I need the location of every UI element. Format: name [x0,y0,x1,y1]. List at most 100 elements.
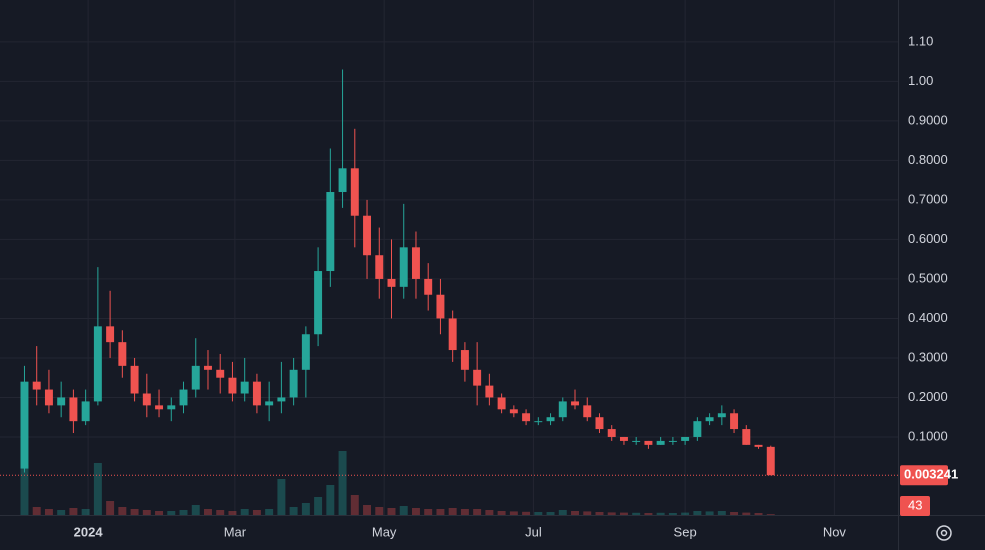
candle-body [142,393,151,406]
volume-bar [81,509,90,515]
volume-bar [301,503,310,515]
volume-bar [717,511,726,515]
volume-bar [142,510,151,515]
candle-body [179,389,188,406]
volume-bar [387,508,396,515]
candle-body [766,446,775,476]
volume-bar [69,508,78,515]
volume-bar [595,512,604,515]
candle-body [301,334,310,370]
volume-bar [44,509,53,515]
volume-bar [583,511,592,515]
volume-bar [57,510,66,515]
volume-bar [619,512,628,515]
y-tick-label: 0.8000 [908,152,948,167]
y-tick-label: 0.6000 [908,231,948,246]
candle-body [619,436,628,441]
candle-body [240,381,249,394]
x-tick-label: Jul [525,524,542,539]
volume-bar [546,512,555,515]
last-price-box [900,465,948,486]
volume-bar [314,497,323,515]
candle-body [228,377,237,394]
candle-body [717,413,726,418]
settings-icon[interactable] [936,525,952,541]
candle-body [534,421,543,423]
candle-body [509,409,518,414]
volume-bar [607,512,616,515]
candle-body [265,401,274,406]
y-tick-label: 0.2000 [908,389,948,404]
volume-bar [179,510,188,515]
volume-bar [644,513,653,515]
gear-outer [936,525,952,541]
volume-bar [130,509,139,515]
candle-body [607,429,616,437]
volume-bar [191,505,200,515]
volume-bar [656,512,665,515]
candle-body [289,369,298,398]
volume-bar [289,507,298,515]
volume-bar [265,509,274,515]
candle-body [106,326,115,343]
volume-bar [216,510,225,515]
candle-body [644,440,653,445]
volume-bar [20,465,29,515]
volume-bar [350,495,359,515]
plot [0,0,898,515]
volume-bar [766,514,775,515]
y-tick-label: 0.5000 [908,270,948,285]
candle-body [130,365,139,394]
y-tick-label: 0.3000 [908,349,948,364]
volume-bar [106,501,115,515]
volume-bar [668,513,677,515]
candle-body [57,397,66,406]
volume-bar [522,511,531,515]
candle-body [742,429,751,445]
candle-body [546,417,555,422]
last-volume-box [900,496,930,516]
volume-bar [705,511,714,515]
volume-bar [167,511,176,515]
candle-body [583,405,592,418]
volume-bar [571,511,579,515]
y-tick-label: 0.7000 [908,191,948,206]
volume-bar [509,511,518,515]
candle-body [497,397,506,410]
volume-bar [730,512,739,515]
candle-body [363,215,372,256]
x-tick-label: Mar [224,524,247,539]
candle-body [558,401,567,418]
volume-bar [399,506,408,515]
candle-body [167,405,176,410]
volume-bar [155,511,164,515]
y-tick-label: 1.00 [908,73,933,88]
candle-body [191,365,200,390]
candle-body [571,401,579,406]
candle-body [485,385,494,398]
candle-body [216,369,225,378]
candle-body [32,381,41,390]
volume-bar [93,463,102,515]
volume-bar [497,511,506,515]
volume-bar [326,485,335,515]
volume-bar [754,513,763,515]
candle-body [632,440,641,442]
volume-bar [473,509,482,515]
candle-body [460,350,469,370]
volume-bar [558,510,567,515]
candle-body [448,318,457,351]
candle-body [155,405,164,410]
candle-body [424,278,433,295]
candle-body [522,413,531,422]
volume-bar [277,479,286,515]
candle-body [314,271,323,335]
candle-body [387,278,396,287]
candle-body [252,381,261,406]
candle-body [681,436,690,441]
gear-inner [940,529,948,537]
x-tick-label: Sep [674,524,697,539]
candle-body [375,255,384,279]
candle-body [595,417,604,430]
